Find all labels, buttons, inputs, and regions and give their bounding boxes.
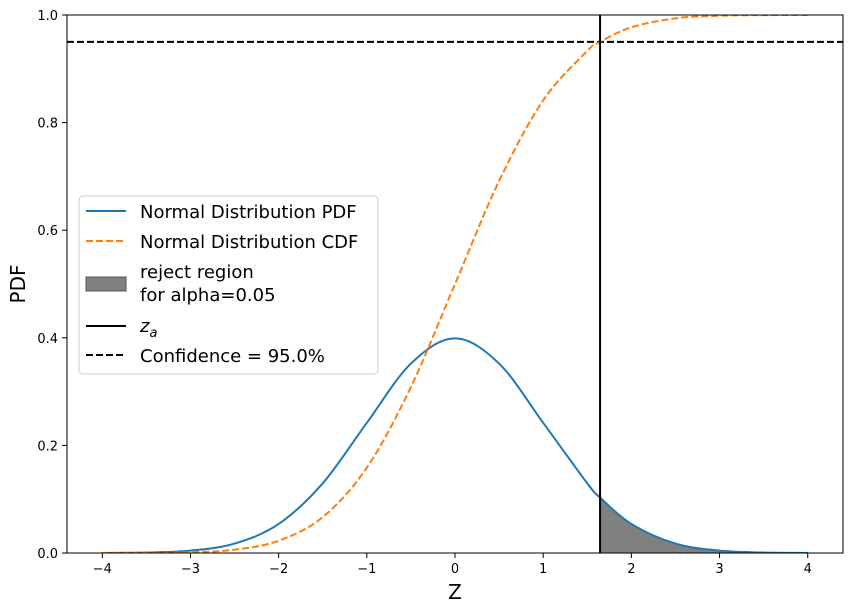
x-tick-label: 3 (715, 562, 723, 577)
y-tick-label: 0.8 (37, 117, 58, 132)
legend-za-label-sub: a (149, 326, 157, 341)
x-tick-label: −1 (357, 562, 376, 577)
plot-inner (67, 15, 843, 553)
x-tick-label: −2 (269, 562, 288, 577)
legend-cdf-label: Normal Distribution CDF (140, 232, 358, 253)
x-tick-label: 0 (451, 562, 459, 577)
x-tick-label: −3 (181, 562, 200, 577)
plot-area (67, 15, 843, 553)
legend-pdf-label: Normal Distribution PDF (140, 202, 357, 223)
y-axis-label: PDF (6, 265, 30, 304)
y-tick-label: 0.2 (37, 439, 58, 454)
x-tick-label: 4 (804, 562, 812, 577)
y-tick-label: 0.0 (37, 547, 58, 562)
x-tick-label: −4 (93, 562, 112, 577)
x-axis-label: Z (448, 580, 462, 604)
legend-reject-label-line1: reject region (140, 262, 254, 283)
legend-reject-swatch (85, 276, 127, 292)
legend-confidence-label: Confidence = 95.0% (140, 346, 325, 367)
x-tick-label: 1 (539, 562, 547, 577)
y-tick-label: 1.0 (37, 9, 58, 24)
x-tick-label: 2 (627, 562, 635, 577)
legend: Normal Distribution PDF Normal Distribut… (78, 195, 379, 375)
legend-za-label-main: z (139, 316, 150, 337)
axes: −4 −3 −2 −1 0 1 2 3 4 0.0 0.2 0.4 0.6 0.8 1.0 (37, 9, 844, 577)
pdf-series-line (102, 337, 808, 553)
legend-box (78, 195, 379, 375)
legend-za-label: za (139, 316, 157, 341)
legend-reject-label-line2: for alpha=0.05 (140, 285, 276, 306)
y-tick-label: 0.4 (37, 332, 58, 347)
cdf-series-line (102, 15, 808, 553)
y-tick-label: 0.6 (37, 224, 58, 239)
